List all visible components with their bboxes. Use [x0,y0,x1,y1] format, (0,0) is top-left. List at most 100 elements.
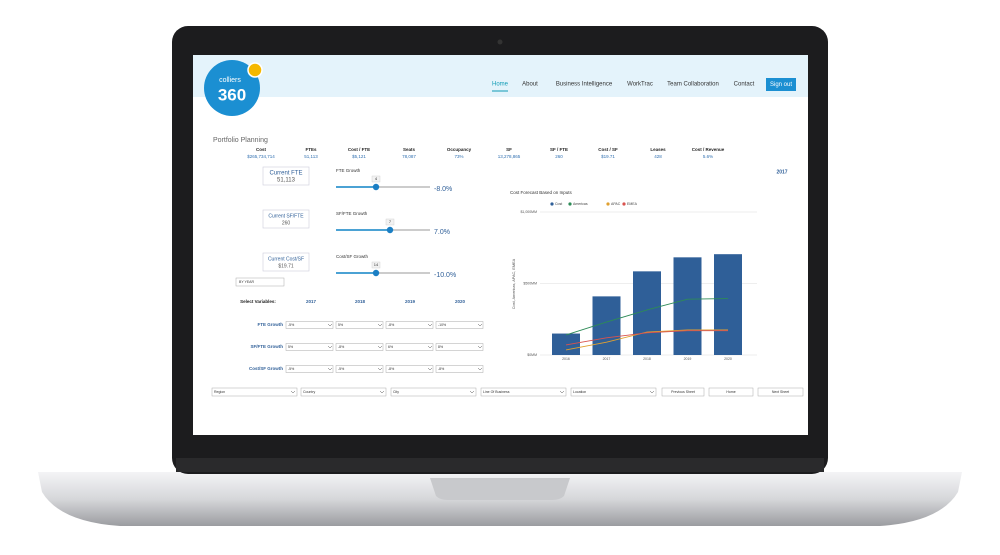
nav-button[interactable] [661,387,705,397]
content: Home About Business Intelligence WorkTrac Te… [211,78,804,397]
select-caret [477,367,483,371]
metric-label: FTEs [305,147,316,152]
chart-title: Cost Forecast Based on Inputs [510,190,573,195]
nav-button[interactable] [757,387,804,397]
nav-link[interactable]: Team Collaboration [667,82,719,88]
sign-out-label[interactable]: Sign out [770,82,792,88]
period-select-label[interactable]: BY YEAR [239,280,255,284]
bar [714,254,742,355]
metric-value: $5,121 [352,154,366,159]
variable-year: 2018 [355,299,366,304]
select-caret [327,367,333,371]
header-bar [193,55,808,97]
select-caret [327,323,333,327]
select-caret [427,323,433,327]
variable-select-value[interactable]: -10% [438,323,446,327]
slider-value: 14 [374,262,379,267]
variable-select[interactable] [435,321,484,329]
variable-select[interactable] [335,343,384,351]
filter-label[interactable]: Line Of Business [483,390,510,394]
sign-out-button[interactable] [766,78,796,91]
variable-select[interactable] [385,343,434,351]
variable-select-value[interactable]: -8% [338,345,344,349]
variable-select-value[interactable]: -8% [388,323,394,327]
current-box [262,166,310,186]
select-caret [427,345,433,349]
slider-handle[interactable] [386,226,394,234]
growth-result: 7.0% [434,229,450,236]
nav-link[interactable]: About [522,82,538,88]
variable-select[interactable] [435,365,484,373]
variable-select-value[interactable]: 5% [288,345,293,349]
variable-select-value[interactable]: -8% [438,367,444,371]
nav-button[interactable] [708,387,754,397]
metric-value: 260 [555,154,563,159]
metric-value: $265,734,714 [247,154,275,159]
variable-select[interactable] [285,321,334,329]
variable-select[interactable] [335,365,384,373]
nav-link[interactable]: Business Intelligence [556,82,613,88]
variable-select-value[interactable]: -5% [288,367,294,371]
current-label: Current Cost/SF [268,256,304,262]
select-caret [290,390,296,394]
filter-label[interactable]: City [393,390,399,394]
metric-value: 13,278,865 [498,154,521,159]
variable-select-value[interactable]: -5% [288,323,294,327]
metric-label: Seats [403,147,416,152]
variable-select-value[interactable]: 6% [388,345,393,349]
filter-select[interactable] [211,387,298,397]
variable-select[interactable] [285,365,334,373]
logo-brand: colliers [219,77,241,84]
variable-select[interactable] [435,343,484,351]
slider-value-box [371,175,381,183]
filter-select[interactable] [480,387,567,397]
x-tick-label: 2020 [724,357,732,361]
metric-value: 73% [454,154,463,159]
variable-select-value[interactable]: -8% [388,367,394,371]
period-select[interactable] [235,277,285,287]
variable-select-value[interactable]: 5% [338,323,343,327]
filter-label[interactable]: Country [303,390,316,394]
legend-marker [550,202,554,206]
variable-select-value[interactable]: 8% [438,345,443,349]
variable-row-label: Cost/SF Growth [249,366,283,371]
filter-select[interactable] [390,387,477,397]
x-tick-label: 2016 [562,357,570,361]
bar [673,257,702,355]
legend-label: Americas [573,202,588,206]
growth-result: -8.0% [434,186,452,193]
select-caret [649,390,655,394]
growth-label: SF/FTE Growth [336,211,368,216]
filter-label[interactable]: Region [214,390,225,394]
x-tick-label: 2018 [643,357,651,361]
variable-select-value[interactable]: -5% [338,367,344,371]
line [565,330,728,346]
variable-select[interactable] [385,321,434,329]
current-value: 260 [282,220,291,226]
nav-button-label[interactable]: Next Sheet [772,390,789,394]
current-value: $19.71 [278,263,294,269]
nav-link[interactable]: Home [492,82,509,88]
filter-select[interactable] [300,387,387,397]
filter-label[interactable]: Location [573,390,586,394]
y-tick-label: $1,000MM [520,210,537,214]
variable-select[interactable] [335,321,384,329]
nav-link[interactable]: WorkTrac [627,82,653,88]
select-caret [379,390,385,394]
nav-button-label[interactable]: Previous Sheet [671,390,695,394]
filter-select[interactable] [570,387,657,397]
laptop-hinge [176,458,824,472]
x-tick-label: 2017 [603,357,611,361]
slider-handle[interactable] [372,269,380,277]
select-caret [477,345,483,349]
nav-link[interactable]: Contact [734,82,755,88]
variable-select[interactable] [285,343,334,351]
variable-select[interactable] [385,365,434,373]
logo-circle [204,60,260,116]
nav-button-label[interactable]: Home [726,390,735,394]
slider-handle[interactable] [372,183,380,191]
variable-year: 2020 [455,299,466,304]
metric-value: 51,113 [304,154,318,159]
growth-label: Cost/SF Growth [336,254,369,259]
